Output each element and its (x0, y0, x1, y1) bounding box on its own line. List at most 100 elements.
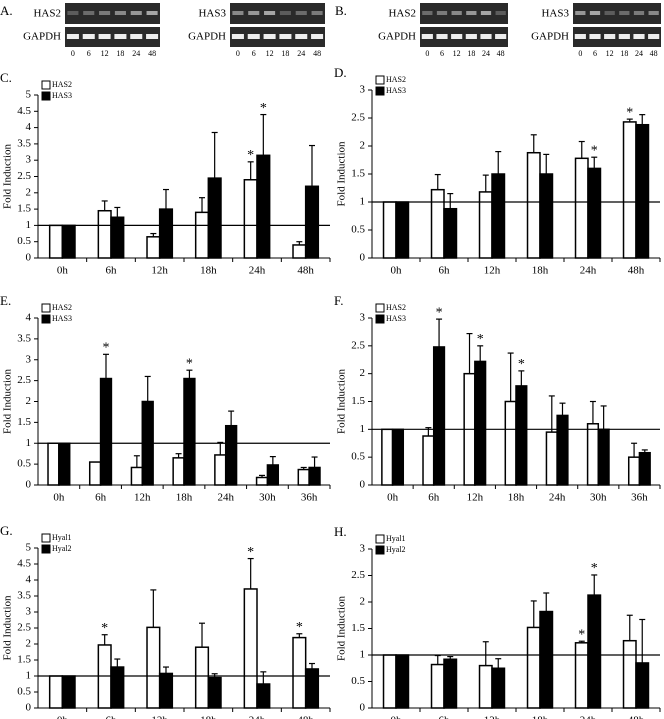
lane-label: 12 (266, 49, 274, 58)
gel-image (573, 3, 661, 24)
error-bar (199, 622, 206, 648)
gel-band (82, 34, 95, 39)
gel-image (420, 27, 508, 47)
gel-band (480, 11, 492, 15)
bar (491, 667, 506, 709)
gel-band (232, 11, 244, 15)
gel-band (495, 34, 507, 39)
error-bar (434, 654, 441, 665)
legend-swatch (41, 544, 51, 554)
gel-band (248, 11, 260, 15)
gel-band (574, 34, 586, 39)
gel-band (263, 34, 276, 39)
legend-swatch (41, 314, 51, 324)
y-tick-label: 3.5 (17, 137, 31, 149)
y-axis-label: Fold Induction (2, 143, 14, 209)
gel-band (146, 11, 158, 15)
bar (635, 662, 650, 709)
y-tick-label: 0 (26, 479, 32, 491)
bar (443, 207, 458, 259)
x-tick-label: 0h (387, 492, 399, 504)
gel-band (231, 34, 244, 39)
y-tick-label: 0.5 (351, 675, 365, 687)
gel-band (648, 11, 659, 15)
gel-band (480, 34, 492, 39)
x-tick-label: 24h (217, 492, 234, 504)
gel-band (604, 11, 615, 15)
x-tick-label: 18h (176, 492, 193, 504)
bar (194, 211, 210, 259)
x-tick-label: 6h (95, 492, 107, 504)
legend-swatch (375, 314, 385, 324)
x-tick-label: 6h (106, 715, 118, 719)
significance-marker: * (101, 621, 108, 636)
bar (422, 435, 435, 486)
bar (158, 208, 174, 259)
legend-label: Hyal1 (52, 533, 72, 542)
y-tick-label: 2 (26, 186, 32, 198)
significance-marker: * (186, 356, 193, 371)
gel-band (575, 11, 586, 15)
lane-label: 0 (578, 49, 582, 58)
legend-label: Hyal2 (52, 544, 72, 553)
x-tick-label: 48h (297, 715, 314, 719)
x-tick-label: 24h (249, 265, 266, 277)
bar (255, 476, 269, 486)
gel-band (66, 34, 79, 39)
bar (172, 457, 185, 486)
y-axis-label: Fold Induction (2, 368, 14, 434)
bar (183, 377, 196, 486)
error-bar (186, 369, 193, 379)
error-bar (578, 140, 585, 159)
y-tick-label: 0.5 (351, 451, 365, 463)
bar (515, 385, 528, 486)
error-bar (296, 241, 303, 245)
bar (146, 626, 161, 709)
bar (395, 654, 410, 709)
bar (391, 428, 405, 486)
error-bar (477, 345, 484, 362)
y-tick-label: 3.5 (17, 332, 31, 344)
x-tick-label: 12h (467, 492, 484, 504)
bar (110, 216, 125, 259)
legend-swatch (41, 303, 51, 313)
lane-label: 6 (593, 49, 597, 58)
significance-marker: * (102, 341, 109, 356)
x-tick-label: 6h (439, 265, 451, 277)
bar (586, 423, 600, 486)
bar (97, 209, 112, 259)
legend-label: HAS3 (386, 314, 406, 323)
x-tick-label: 24h (580, 265, 597, 277)
gel-band (465, 34, 477, 39)
bar (574, 642, 589, 709)
gel-band (114, 34, 127, 39)
lane-label: 18 (467, 49, 475, 58)
y-tick-label: 1.5 (17, 203, 31, 215)
error-bar (543, 592, 550, 612)
x-tick-label: 30h (259, 492, 276, 504)
bar (545, 431, 558, 486)
legend-swatch (375, 75, 385, 85)
gel-band (589, 34, 601, 39)
gel-band (295, 11, 307, 15)
x-tick-label: 24h (580, 715, 597, 719)
lane-label: 24 (297, 49, 305, 58)
bar (88, 461, 102, 486)
error-bar (626, 118, 633, 122)
bar (381, 428, 394, 486)
y-tick-label: 0 (360, 252, 366, 264)
bar (99, 377, 113, 486)
panel-letter: G. (0, 523, 13, 538)
gel-band (130, 11, 142, 15)
bar (474, 360, 487, 486)
error-bar (260, 113, 267, 156)
bar (256, 154, 271, 259)
legend-label: HAS2 (52, 80, 72, 89)
lane-label: 6 (87, 49, 91, 58)
legend-label: Hyal2 (386, 545, 406, 554)
blot-target-label: HAS3 (541, 8, 569, 20)
lane-label: 12 (453, 49, 461, 58)
bar (432, 346, 446, 486)
panel-letter: C. (0, 70, 12, 85)
y-tick-label: 1 (360, 196, 366, 208)
